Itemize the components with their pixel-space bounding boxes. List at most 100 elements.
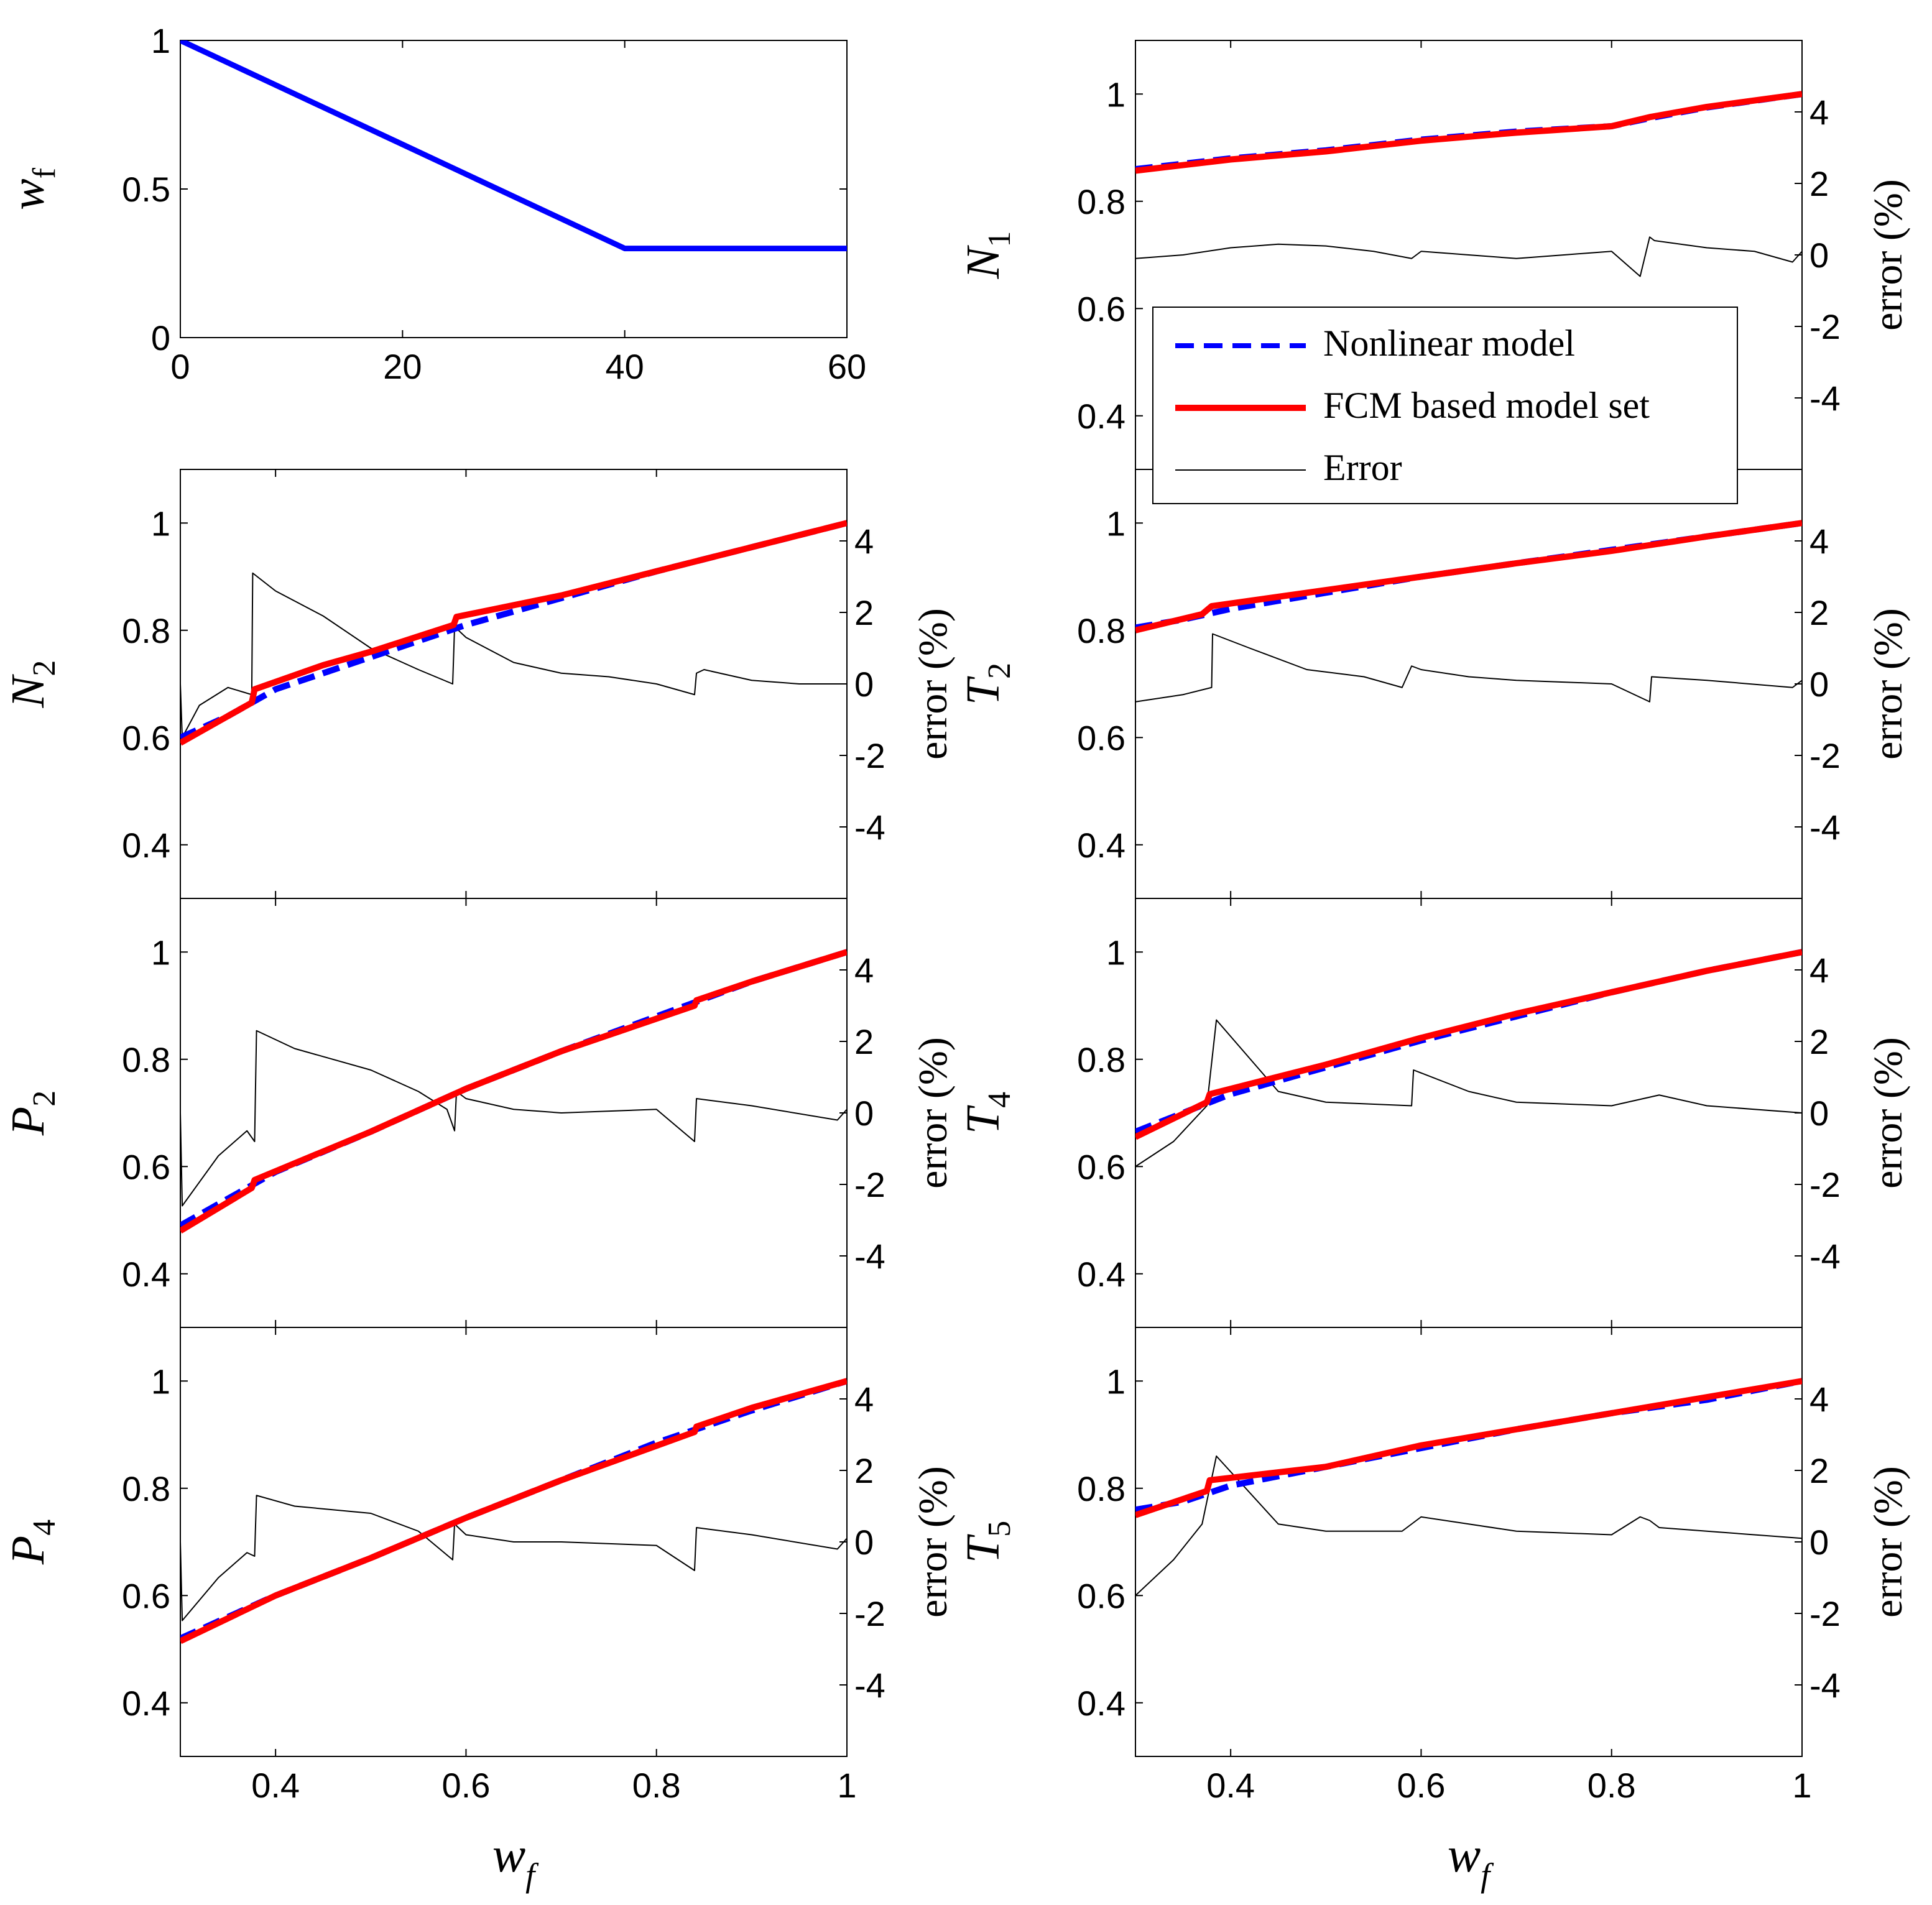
- y2tick-label-N2-0: -4: [854, 808, 885, 847]
- series-line-wf-input-0: [180, 40, 847, 252]
- ytick-label-T2-2: 0.8: [1077, 611, 1125, 650]
- yaxis-label-sub-T5: 5: [982, 1521, 1017, 1537]
- xtick-label-wf-input-0: 0: [170, 347, 190, 386]
- ytick-label-T4-1: 0.6: [1077, 1147, 1125, 1186]
- series-error-N1: [1135, 236, 1802, 277]
- ytick-label-T4-2: 0.8: [1077, 1040, 1125, 1079]
- ytick-label-N2-1: 0.6: [122, 718, 170, 757]
- ytick-label-P4-0: 0.4: [122, 1684, 170, 1723]
- ytick-label-T2-1: 0.6: [1077, 718, 1125, 757]
- ytick-label-P4-3: 1: [151, 1362, 170, 1401]
- ytick-label-T5-3: 1: [1106, 1362, 1125, 1401]
- ytick-label-P4-2: 0.8: [122, 1469, 170, 1508]
- series-fcm-T2: [1135, 520, 1802, 634]
- ytick-label-wf-input-1: 0.5: [122, 170, 170, 209]
- y2tick-label-T5-2: 0: [1810, 1523, 1829, 1562]
- xaxis-label-T5: wf: [1448, 1828, 1494, 1894]
- y2tick-label-N1-4: 4: [1810, 93, 1829, 132]
- y2tick-label-P4-3: 2: [854, 1451, 874, 1490]
- y2axis-label-T2: error (%): [1865, 608, 1911, 760]
- ytick-label-T5-0: 0.4: [1077, 1684, 1125, 1723]
- series-nonlinear-N2: [180, 520, 847, 740]
- y2tick-label-P2-0: -4: [854, 1237, 885, 1276]
- y2tick-label-T2-2: 0: [1810, 665, 1829, 704]
- yaxis-label-T2: T2: [957, 663, 1017, 705]
- axes-box-T4: [1135, 898, 1803, 1328]
- ytick-label-N2-3: 1: [151, 504, 170, 543]
- yaxis-label-sub-wf-input: f: [27, 167, 62, 178]
- xtick-label-T5-3: 1: [1792, 1766, 1811, 1805]
- yaxis-label-N2: N2: [2, 660, 62, 709]
- xaxis-label-main-P4: w: [492, 1828, 525, 1883]
- yaxis-label-main-N2: N: [2, 673, 54, 708]
- xaxis-label-sub-T5: f: [1481, 1857, 1494, 1894]
- ytick-label-P4-1: 0.6: [122, 1576, 170, 1615]
- y2tick-label-T2-1: -2: [1810, 736, 1841, 775]
- xtick-label-P4-0: 0.4: [251, 1766, 300, 1805]
- ytick-label-P2-3: 1: [151, 933, 170, 972]
- xtick-label-T5-0: 0.4: [1206, 1766, 1255, 1805]
- ytick-label-P2-1: 0.6: [122, 1147, 170, 1186]
- y2tick-label-T4-2: 0: [1810, 1094, 1829, 1133]
- y2axis-label-P4: error (%): [910, 1466, 956, 1618]
- legend-label-nonlinear: Nonlinear model: [1323, 323, 1575, 364]
- yaxis-label-P4: P4: [2, 1520, 62, 1565]
- yaxis-label-P2: P2: [2, 1091, 62, 1136]
- y2tick-label-P2-1: -2: [854, 1165, 885, 1204]
- series-nonlinear-P4: [180, 1378, 847, 1641]
- y2axis-label-N1: error (%): [1865, 179, 1911, 331]
- xtick-label-T5-1: 0.6: [1397, 1766, 1445, 1805]
- series-fcm-T4: [1135, 949, 1802, 1140]
- y2tick-label-T5-3: 2: [1810, 1451, 1829, 1490]
- y2tick-label-T4-1: -2: [1810, 1165, 1841, 1204]
- y2tick-label-P2-3: 2: [854, 1022, 874, 1061]
- series-fcm-P4: [180, 1378, 847, 1644]
- axes-box-N2: [180, 469, 848, 899]
- yaxis-label-main-P4: P: [2, 1536, 54, 1565]
- yaxis-label-main-N1: N: [957, 244, 1009, 279]
- xtick-label-wf-input-2: 40: [606, 347, 644, 386]
- series-fcm-T5: [1135, 1378, 1802, 1518]
- ytick-label-N1-0: 0.4: [1077, 397, 1125, 436]
- yaxis-label-main-T2: T: [957, 676, 1009, 705]
- y2axis-label-T5: error (%): [1865, 1466, 1911, 1618]
- xtick-label-T5-2: 0.8: [1588, 1766, 1636, 1805]
- y2tick-label-P4-4: 4: [854, 1380, 874, 1419]
- yaxis-label-main-P2: P: [2, 1107, 54, 1136]
- yaxis-label-sub-T4: 4: [982, 1092, 1017, 1108]
- axes-box-P2: [180, 898, 848, 1328]
- xaxis-label-sub-P4: f: [525, 1857, 539, 1894]
- xtick-label-P4-1: 0.6: [441, 1766, 490, 1805]
- y2tick-label-T4-3: 2: [1810, 1022, 1829, 1061]
- yaxis-label-sub-N1: 1: [982, 231, 1017, 247]
- ytick-label-wf-input-2: 1: [151, 21, 170, 60]
- series-nonlinear-P2: [180, 949, 847, 1229]
- series-fcm-N1: [1135, 91, 1802, 174]
- yaxis-label-sub-N2: 2: [27, 660, 62, 676]
- y2tick-label-T4-4: 4: [1810, 951, 1829, 990]
- y2tick-label-N1-1: -2: [1810, 307, 1841, 346]
- ytick-label-P2-0: 0.4: [122, 1255, 170, 1294]
- y2tick-label-T5-1: -2: [1810, 1594, 1841, 1633]
- yaxis-label-main-T4: T: [957, 1105, 1009, 1134]
- xtick-label-P4-2: 0.8: [632, 1766, 681, 1805]
- y2axis-label-N2: error (%): [910, 608, 956, 760]
- series-error-P4: [180, 1495, 847, 1621]
- y2axis-label-T4: error (%): [1865, 1037, 1911, 1189]
- yaxis-label-main-T5: T: [957, 1534, 1009, 1563]
- yaxis-label-T4: T4: [957, 1092, 1017, 1134]
- y2tick-label-N2-3: 2: [854, 593, 874, 632]
- legend-label-fcm: FCM based model set: [1323, 385, 1650, 426]
- y2tick-label-P4-1: -2: [854, 1594, 885, 1633]
- xaxis-label-main-T5: w: [1448, 1828, 1481, 1883]
- legend-label-error: Error: [1323, 447, 1402, 488]
- ytick-label-T5-2: 0.8: [1077, 1469, 1125, 1508]
- xtick-label-wf-input-3: 60: [828, 347, 866, 386]
- ytick-label-T2-0: 0.4: [1077, 826, 1125, 865]
- ytick-label-P2-2: 0.8: [122, 1040, 170, 1079]
- yaxis-label-wf-input: wf: [2, 167, 62, 210]
